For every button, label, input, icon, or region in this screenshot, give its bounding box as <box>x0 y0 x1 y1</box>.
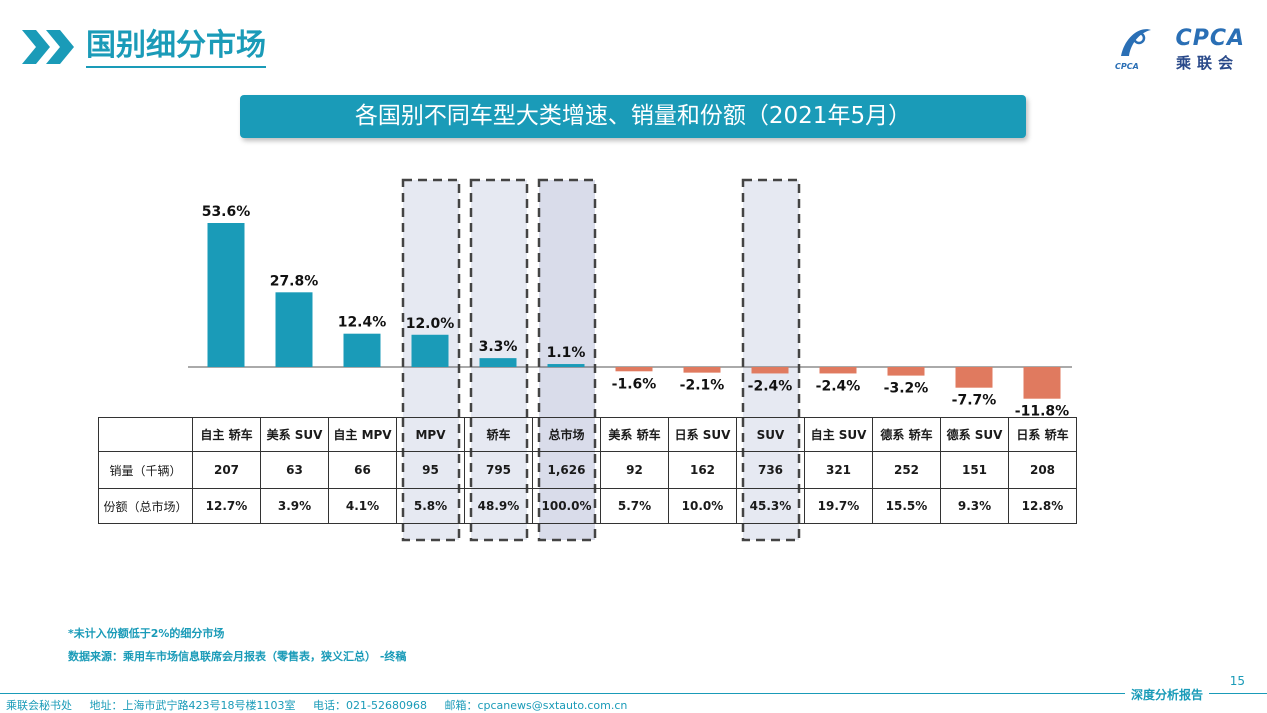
share-cell-12: 12.8% <box>1008 488 1077 524</box>
value-label-2: 12.4% <box>338 315 387 331</box>
volume-cell-6: 92 <box>600 451 669 489</box>
bar-3 <box>411 334 449 367</box>
row-label-volume: 销量（千辆） <box>98 451 193 489</box>
volume-cell-5: 1,626 <box>532 451 601 489</box>
bar-0 <box>207 223 245 367</box>
data-table: 自主 轿车 美系 SUV 自主 MPV MPV 轿车 总市场 美系 轿车 日系 SUV SUV 自… <box>98 417 1077 524</box>
category-label-8: SUV <box>736 417 805 452</box>
highlight-outline-3 <box>401 178 461 542</box>
share-cell-6: 5.7% <box>600 488 669 524</box>
share-cell-2: 4.1% <box>328 488 397 524</box>
footer-divider <box>0 693 1267 694</box>
logo-text: CPCA <box>1175 26 1245 51</box>
share-cell-7: 10.0% <box>668 488 737 524</box>
category-label-7: 日系 SUV <box>668 417 737 452</box>
volume-cell-12: 208 <box>1008 451 1077 489</box>
bar-5 <box>547 364 585 367</box>
volume-cell-2: 66 <box>328 451 397 489</box>
highlight-outline-8 <box>741 178 801 542</box>
share-cell-3: 5.8% <box>396 488 465 524</box>
bar-layer <box>188 223 1072 399</box>
category-label-3: MPV <box>396 417 465 452</box>
category-label-12: 日系 轿车 <box>1008 417 1077 452</box>
bar-12 <box>1023 367 1061 399</box>
value-label-3: 12.0% <box>406 316 455 332</box>
footer-org: 乘联会秘书处 <box>6 699 72 712</box>
category-label-1: 美系 SUV <box>260 417 329 452</box>
header: 国别细分市场 <box>22 22 266 72</box>
value-label-8: -2.4% <box>748 378 793 394</box>
table-header-row: 自主 轿车 美系 SUV 自主 MPV MPV 轿车 总市场 美系 轿车 日系 SUV SUV 自… <box>98 417 1077 452</box>
share-cell-5: 100.0% <box>532 488 601 524</box>
value-label-9: -2.4% <box>816 378 861 394</box>
share-cell-9: 19.7% <box>804 488 873 524</box>
footnote-data-source: 数据来源：乘用车市场信息联席会月报表（零售表，狭义汇总） -终稿 <box>68 650 407 663</box>
volume-cell-11: 151 <box>940 451 1009 489</box>
category-label-5: 总市场 <box>532 417 601 452</box>
footer-phone: 电话：021-52680968 <box>313 699 427 712</box>
volume-cell-4: 795 <box>464 451 533 489</box>
footnote-share-threshold: *未计入份额低于2%的细分市场 <box>68 627 225 640</box>
category-label-11: 德系 SUV <box>940 417 1009 452</box>
category-label-10: 德系 轿车 <box>872 417 941 452</box>
bar-8 <box>751 367 789 374</box>
page-title: 国别细分市场 <box>86 26 266 68</box>
category-label-6: 美系 轿车 <box>600 417 669 452</box>
share-cell-10: 15.5% <box>872 488 941 524</box>
footer-contact: 乘联会秘书处 地址：上海市武宁路423号18号楼1103室 电话：021-526… <box>6 697 641 713</box>
double-chevron-icon <box>22 30 78 64</box>
value-label-7: -2.1% <box>680 378 725 394</box>
bar-7 <box>683 367 721 373</box>
category-label-4: 轿车 <box>464 417 533 452</box>
value-label-6: -1.6% <box>612 376 657 392</box>
value-label-5: 1.1% <box>547 345 586 361</box>
share-cell-8: 45.3% <box>736 488 805 524</box>
value-label-11: -7.7% <box>952 393 997 409</box>
volume-cell-10: 252 <box>872 451 941 489</box>
footer-address: 地址：上海市武宁路423号18号楼1103室 <box>89 699 296 712</box>
value-label-4: 3.3% <box>479 339 518 355</box>
value-label-1: 27.8% <box>270 273 319 289</box>
category-label-2: 自主 MPV <box>328 417 397 452</box>
row-label-share: 份额（总市场） <box>98 488 193 524</box>
volume-cell-3: 95 <box>396 451 465 489</box>
share-cell-0: 12.7% <box>192 488 261 524</box>
value-label-12: -11.8% <box>1015 404 1069 420</box>
bar-1 <box>275 292 313 367</box>
label-layer: 53.6% 27.8% 12.4% 12.0% 3.3% 1.1% -1.6% -2.1% -2… <box>202 204 1069 420</box>
cpca-logo: CPCA CPCA 乘联会 <box>1115 22 1245 74</box>
logo-cn-text: 乘联会 <box>1175 54 1239 72</box>
table-corner-cell <box>98 417 193 452</box>
bar-6 <box>615 367 653 372</box>
value-label-0: 53.6% <box>202 204 251 220</box>
volume-cell-0: 207 <box>192 451 261 489</box>
volume-cell-8: 736 <box>736 451 805 489</box>
table-row-share: 份额（总市场） 12.7% 3.9% 4.1% 5.8% 48.9% 100.0% 5.7%… <box>98 488 1077 524</box>
volume-cell-9: 321 <box>804 451 873 489</box>
table-row-volume: 销量（千辆） 207 63 66 95 795 1,626 92 162 736 321 252 15… <box>98 451 1077 489</box>
footer-email: 邮箱：cpcanews@sxtauto.com.cn <box>444 699 628 712</box>
highlight-outline-5 <box>537 178 597 542</box>
category-label-0: 自主 轿车 <box>192 417 261 452</box>
volume-cell-7: 162 <box>668 451 737 489</box>
bar-9 <box>819 367 857 374</box>
share-cell-1: 3.9% <box>260 488 329 524</box>
share-cell-4: 48.9% <box>464 488 533 524</box>
bar-10 <box>887 367 925 376</box>
footer-report-label: 深度分析报告 <box>1124 686 1209 703</box>
logo-small-text: CPCA <box>1115 62 1139 71</box>
value-label-10: -3.2% <box>884 381 929 397</box>
bar-4 <box>479 358 517 367</box>
share-cell-11: 9.3% <box>940 488 1009 524</box>
volume-cell-1: 63 <box>260 451 329 489</box>
category-label-9: 自主 SUV <box>804 417 873 452</box>
page-number: 15 <box>1229 674 1245 688</box>
logo-swirl-icon <box>1121 29 1151 56</box>
bar-11 <box>955 367 993 388</box>
highlight-outline-4 <box>469 178 529 542</box>
outline-layer <box>401 178 801 542</box>
bar-2 <box>343 333 381 367</box>
chart-title: 各国别不同车型大类增速、销量和份额（2021年5月） <box>240 95 1026 138</box>
